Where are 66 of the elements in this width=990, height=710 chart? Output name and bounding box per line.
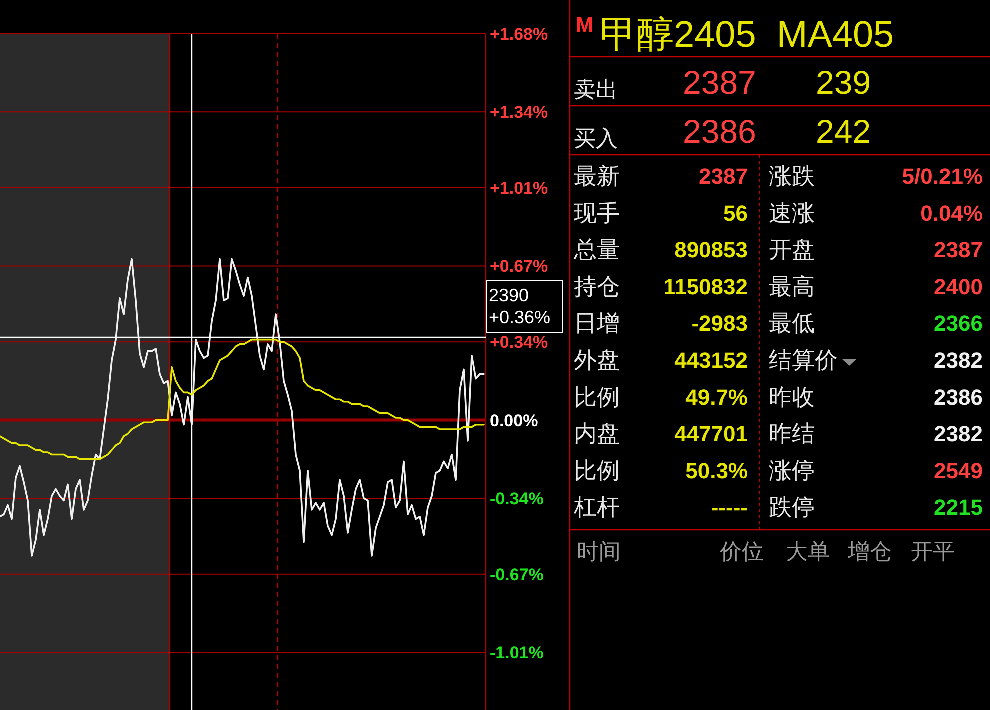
text: 增仓	[847, 539, 892, 564]
text: 速涨	[769, 200, 815, 226]
y-tick-label: +0.67%	[490, 257, 548, 276]
text: 890853	[674, 238, 748, 263]
text: -2983	[692, 311, 748, 336]
text: 卖出	[574, 77, 618, 102]
text: 现手	[574, 200, 620, 226]
text: 最新	[574, 163, 620, 189]
text: 2382	[934, 348, 983, 373]
line-series	[0, 258, 485, 557]
text: 价位	[719, 539, 764, 564]
text: 比例	[574, 457, 620, 484]
line-series	[0, 338, 485, 460]
text: 结算价	[769, 347, 838, 373]
text: 56	[724, 200, 748, 226]
text: 2387	[699, 164, 748, 189]
text: 昨结	[769, 420, 815, 447]
text: 5/0.21%	[902, 164, 983, 189]
text: 开盘	[769, 236, 815, 263]
text: 跌停	[769, 494, 815, 520]
text: 2366	[934, 311, 983, 336]
text: 242	[816, 113, 872, 150]
text: -----	[711, 495, 748, 520]
text: 2400	[934, 274, 983, 300]
text: 甲醇2405 MA405	[600, 14, 894, 55]
text: 2386	[934, 384, 983, 410]
text: 开平	[911, 539, 955, 564]
text: 外盘	[574, 347, 620, 373]
text: 内盘	[574, 420, 620, 447]
text: 买入	[574, 126, 618, 151]
text: 50.3%	[686, 458, 748, 484]
text: 2387	[683, 64, 756, 101]
text: 涨跌	[769, 163, 815, 189]
text: 2387	[934, 238, 983, 263]
text: 1150832	[664, 274, 748, 300]
y-tick-label: 0.00%	[490, 411, 538, 430]
text: 大单	[786, 539, 830, 564]
text: 447701	[674, 422, 748, 447]
text: 最低	[769, 310, 815, 336]
text: 涨停	[769, 457, 815, 484]
y-tick-label: -1.01%	[490, 644, 544, 663]
ref-line-label: 2390 +0.36%	[489, 286, 551, 328]
text: 比例	[574, 384, 620, 410]
text: 49.7%	[686, 384, 748, 410]
text: 昨收	[769, 384, 815, 410]
text: 0.04%	[920, 200, 983, 226]
y-tick-label: +1.01%	[490, 179, 548, 198]
text: 2386	[683, 113, 756, 150]
text: 443152	[674, 348, 748, 373]
y-tick-label: -0.34%	[490, 489, 544, 508]
y-tick-label: +1.68%	[490, 25, 548, 44]
text: M	[576, 14, 594, 37]
text: 239	[816, 64, 872, 101]
text: 总量	[573, 236, 620, 263]
y-tick-label: -0.67%	[490, 565, 544, 584]
y-tick-label: +0.34%	[490, 333, 548, 352]
text: 2382	[934, 422, 983, 447]
crosshair-label: 2390 +0.36%	[486, 280, 564, 333]
text: 日增	[574, 310, 620, 336]
text: 最高	[769, 273, 815, 300]
text: 持仓	[574, 273, 620, 300]
y-tick-label: +1.34%	[490, 103, 548, 122]
text: 杠杆	[573, 494, 620, 520]
text: 时间	[577, 539, 621, 564]
text: 2549	[934, 458, 983, 484]
text: 2215	[934, 495, 983, 520]
